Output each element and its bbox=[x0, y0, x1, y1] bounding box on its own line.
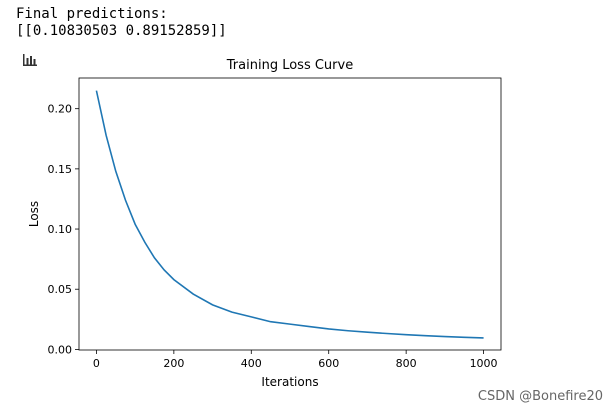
watermark: CSDN @Bonefire20 bbox=[477, 389, 603, 404]
x-tick-label: 1000 bbox=[470, 357, 498, 370]
output-text: Final predictions: [[0.10830503 0.891528… bbox=[16, 6, 227, 40]
x-tick-label: 800 bbox=[396, 357, 417, 370]
x-tick-label: 600 bbox=[318, 357, 339, 370]
y-tick-label: 0.15 bbox=[48, 163, 73, 176]
loss-curve-line bbox=[95, 90, 484, 339]
y-tick-label: 0.05 bbox=[48, 283, 73, 296]
output-line-1: Final predictions: bbox=[16, 6, 168, 22]
y-tick-label: 0.10 bbox=[48, 223, 73, 236]
x-axis-ticks: 0 200 400 600 800 1000 bbox=[93, 350, 498, 370]
y-tick-label: 0.00 bbox=[48, 343, 73, 356]
x-tick-label: 0 bbox=[93, 357, 100, 370]
y-axis-ticks: 0.00 0.05 0.10 0.15 0.20 bbox=[48, 103, 79, 356]
chart-title: Training Loss Curve bbox=[226, 58, 353, 73]
plot-frame bbox=[78, 77, 502, 351]
x-axis-label: Iterations bbox=[261, 375, 318, 389]
x-tick-label: 200 bbox=[163, 357, 184, 370]
y-tick-label: 0.20 bbox=[48, 103, 73, 116]
x-tick-label: 400 bbox=[241, 357, 262, 370]
output-line-2: [[0.10830503 0.89152859]] bbox=[16, 23, 227, 39]
bar-chart-icon[interactable] bbox=[22, 53, 38, 67]
y-axis-label: Loss bbox=[27, 201, 41, 227]
